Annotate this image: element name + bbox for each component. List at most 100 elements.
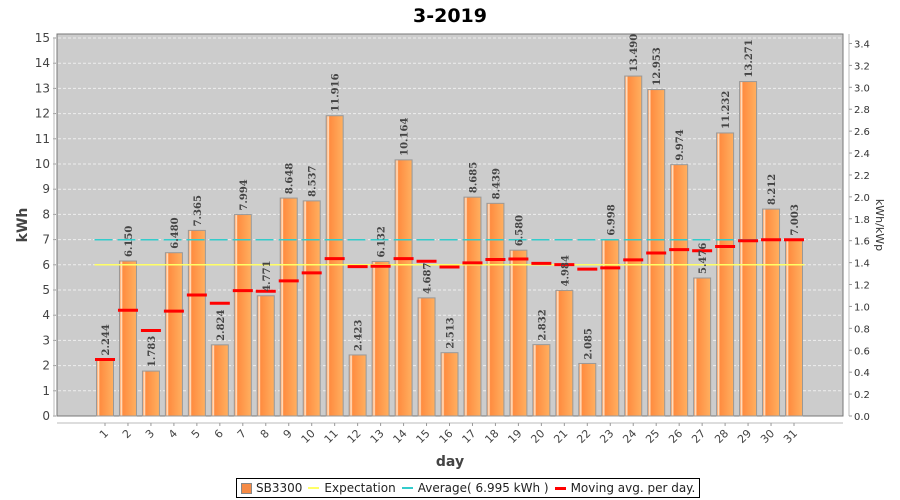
y-tick-label: 12	[35, 107, 50, 121]
moving-average-markers	[95, 238, 804, 361]
bar	[302, 200, 321, 417]
bar-value-label: 13.490	[629, 34, 640, 72]
y2-tick-label: 1.2	[854, 281, 870, 292]
x-tick-label: 18	[482, 427, 501, 446]
bar	[670, 164, 689, 417]
y-tick-label: 11	[35, 132, 50, 146]
bar-value-label: 8.537	[308, 166, 319, 197]
x-tick-label: 13	[368, 427, 387, 446]
bar	[96, 358, 114, 417]
legend-item-moving-avg: Moving avg. per day.	[554, 481, 695, 495]
y-tick-label: 2	[42, 359, 50, 373]
x-tick-label: 8	[258, 427, 272, 441]
y-axis-label: kWh	[15, 208, 31, 243]
bar	[578, 362, 597, 417]
bar-value-label: 2.824	[216, 309, 227, 340]
y2-tick-label: 0.0	[854, 412, 870, 423]
bars	[96, 75, 803, 417]
y2-tick-label: 3.0	[854, 83, 870, 94]
y2-tick-label: 3.2	[854, 61, 870, 72]
bar	[509, 249, 528, 417]
y2-tick-label: 0.6	[854, 346, 870, 357]
y-tick-label: 10	[35, 157, 50, 171]
y-tick-label: 13	[35, 81, 50, 95]
x-tick-label: 9	[281, 427, 295, 441]
bar-value-label: 2.832	[537, 309, 548, 340]
y2-tick-label: 2.6	[854, 127, 870, 138]
y2-tick-label: 2.0	[854, 193, 870, 204]
legend-item-sb3300: SB3300	[241, 481, 302, 495]
x-tick-label: 19	[505, 427, 524, 446]
bar	[693, 277, 712, 417]
value-labels: 2.244 6.150 1.783 6.480 7.365 2.824 7.994 4.771…	[101, 34, 801, 367]
bar-value-label: 13.271	[744, 39, 755, 77]
bar-value-label: 2.513	[446, 317, 457, 348]
x-tick-label: 1	[97, 427, 111, 441]
legend-swatch-line	[401, 487, 413, 489]
x-tick-label: 3	[143, 427, 157, 441]
bar	[187, 229, 206, 417]
y-tick-label: 1	[42, 384, 50, 398]
y-tick-label: 6	[42, 258, 50, 272]
bar-value-label: 4.771	[262, 260, 273, 291]
bar-value-label: 2.423	[354, 320, 365, 351]
legend-swatch-line	[554, 486, 566, 490]
bar-value-label: 6.480	[170, 217, 181, 248]
x-tick-label: 22	[574, 427, 593, 446]
x-axis: 1 2 3 4 5 6 7 8 9 10 11 12 13 14 15 16 17 18 19 20 21 22 23 24 2…	[57, 422, 843, 446]
legend-item-expectation: Expectation	[308, 481, 396, 495]
y2-tick-label: 0.8	[854, 324, 870, 335]
bar	[394, 159, 413, 417]
bar	[371, 260, 390, 417]
x-tick-label: 7	[235, 427, 249, 441]
x-tick-label: 24	[620, 427, 639, 446]
y2-tick-label: 1.4	[854, 259, 870, 270]
bar-value-label: 8.439	[491, 168, 502, 199]
x-tick-label: 27	[689, 427, 708, 446]
y-tick-label: 0	[42, 409, 50, 423]
bar-value-label: 6.132	[377, 226, 388, 257]
y-tick-label: 15	[35, 31, 50, 45]
y-tick-label: 3	[42, 333, 50, 347]
x-tick-label: 4	[166, 427, 180, 441]
y2-tick-label: 2.8	[854, 105, 870, 116]
x-tick-label: 2	[120, 427, 134, 441]
y-tick-label: 9	[42, 182, 50, 196]
bar	[348, 354, 367, 417]
reference-lines	[94, 238, 805, 266]
bar	[785, 239, 803, 417]
x-tick-label: 6	[212, 427, 226, 441]
x-tick-label: 5	[189, 427, 203, 441]
bar-value-label: 8.212	[767, 174, 778, 205]
bar-value-label: 12.953	[652, 47, 663, 85]
bar-value-label: 9.974	[675, 129, 686, 160]
y2-tick-label: 1.0	[854, 302, 870, 313]
bar-value-label: 1.783	[147, 336, 158, 367]
bar	[233, 214, 252, 417]
x-tick-label: 29	[735, 427, 754, 446]
x-tick-label: 23	[597, 427, 616, 446]
legend-swatch-bar	[241, 482, 252, 494]
bar-value-label: 6.580	[514, 215, 525, 246]
x-tick-label: 30	[758, 427, 777, 446]
x-axis-label: day	[436, 454, 464, 470]
x-tick-label: 12	[345, 427, 364, 446]
bar-value-label: 6.998	[606, 204, 617, 235]
bar	[486, 202, 505, 417]
legend-item-average: Average( 6.995 kWh )	[401, 481, 549, 495]
bar-value-label: 11.916	[331, 73, 342, 111]
bar-value-label: 10.164	[400, 118, 411, 156]
bar	[532, 344, 551, 417]
y-tick-label: 14	[35, 56, 50, 70]
legend-label: SB3300	[256, 481, 303, 495]
x-tick-label: 20	[528, 427, 547, 446]
x-tick-label: 10	[299, 427, 318, 446]
bar	[417, 297, 436, 417]
bar-value-label: 11.232	[721, 91, 732, 129]
bar-value-label: 2.085	[583, 328, 594, 359]
bar	[256, 295, 275, 417]
y2-tick-label: 2.2	[854, 171, 870, 182]
bar	[118, 260, 137, 417]
